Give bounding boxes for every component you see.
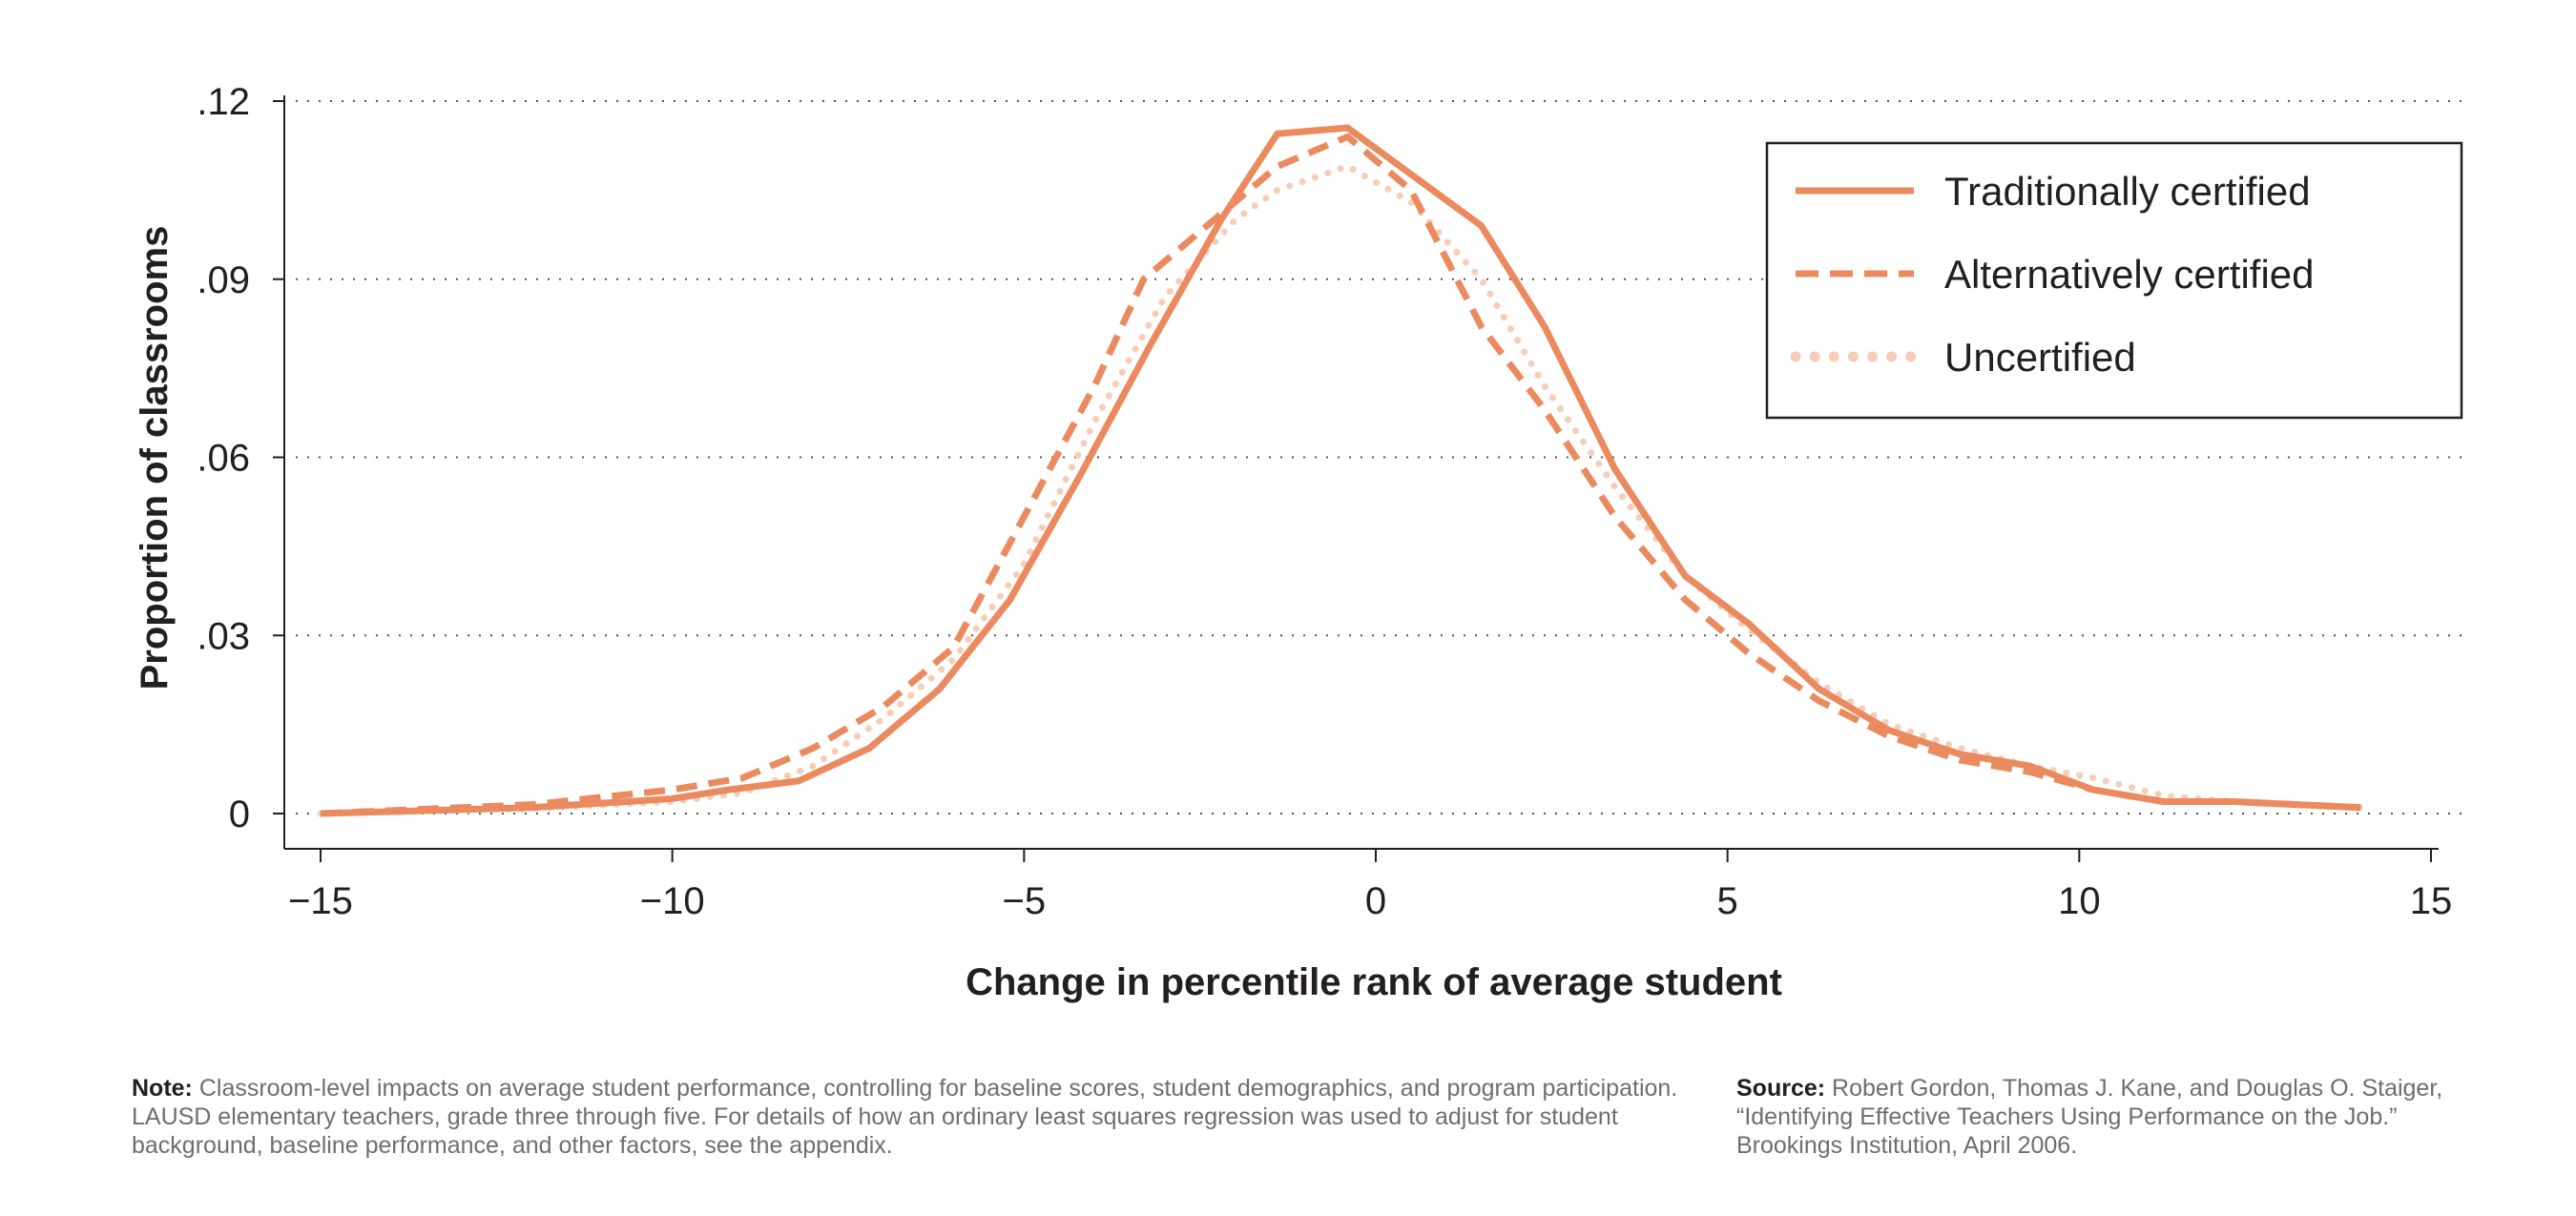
legend: Traditionally certified Alternatively cer… — [1765, 141, 2463, 420]
series-line-solid — [320, 124, 2361, 817]
note-text: Classroom-level impacts on average stude… — [132, 1075, 1678, 1159]
note-label: Note: — [132, 1075, 193, 1102]
series-line-dashed — [320, 133, 2361, 817]
y-axis-label: Proportion of classrooms — [134, 226, 176, 690]
x-tick-label: −10 — [640, 880, 705, 922]
series-line-dotted — [317, 162, 2364, 817]
legend-label: Alternatively certified — [1944, 252, 2315, 297]
y-tick-label: .09 — [197, 259, 250, 301]
y-tick-label: .03 — [197, 615, 250, 657]
footer-note: Note: Classroom-level impacts on average… — [132, 1074, 1706, 1160]
y-tick-label: .12 — [197, 81, 250, 123]
x-tick-label: −5 — [1003, 880, 1047, 922]
y-tick-label: .06 — [197, 438, 250, 480]
source-label: Source: — [1736, 1075, 1826, 1102]
x-tick-label: −15 — [288, 880, 353, 922]
source-text: Robert Gordon, Thomas J. Kane, and Dougl… — [1736, 1075, 2443, 1159]
legend-label: Uncertified — [1944, 335, 2136, 380]
x-tick-label: 15 — [2410, 880, 2453, 922]
x-axis-label: Change in percentile rank of average stu… — [966, 961, 1782, 1003]
footer-source: Source: Robert Gordon, Thomas J. Kane, a… — [1736, 1074, 2490, 1160]
x-tick-label: 10 — [2058, 880, 2101, 922]
legend-label: Traditionally certified — [1944, 169, 2311, 214]
x-tick-label: 5 — [1717, 880, 1738, 922]
y-tick-label: 0 — [229, 793, 250, 835]
x-tick-label: 0 — [1365, 880, 1386, 922]
